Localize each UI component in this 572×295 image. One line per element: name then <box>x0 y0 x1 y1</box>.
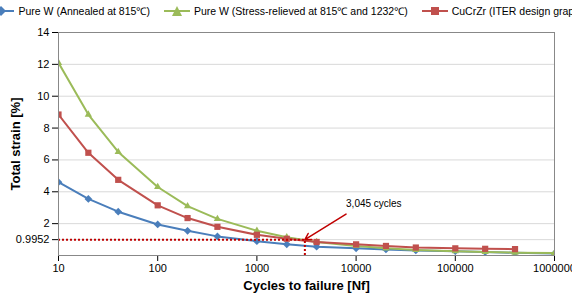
svg-text:12: 12 <box>37 58 49 70</box>
svg-text:10000: 10000 <box>341 262 372 274</box>
svg-text:1000: 1000 <box>245 262 269 274</box>
html-text:Pure W (Annealed at 815℃): Pure W (Annealed at 815℃) <box>18 5 150 17</box>
svg-text:4: 4 <box>43 185 49 197</box>
svg-text:100: 100 <box>149 262 167 274</box>
svg-text:2: 2 <box>43 217 49 229</box>
svg-text:Total strain [%]: Total strain [%] <box>8 98 23 191</box>
svg-text:1000000: 1000000 <box>533 262 572 274</box>
svg-text:6: 6 <box>43 153 49 165</box>
svg-text:8: 8 <box>43 122 49 134</box>
svg-text:10: 10 <box>37 90 49 102</box>
svg-text:0.9952: 0.9952 <box>16 233 50 245</box>
svg-text:10: 10 <box>52 262 64 274</box>
svg-text:14: 14 <box>37 26 49 38</box>
svg-text:Cycles to failure [Nf]: Cycles to failure [Nf] <box>243 278 369 293</box>
svg-text:3,045 cycles: 3,045 cycles <box>346 198 402 209</box>
svg-text:100000: 100000 <box>437 262 474 274</box>
html-text:Pure W (Stress-relieved at 815: Pure W (Stress-relieved at 815℃ and 1232… <box>193 5 408 17</box>
